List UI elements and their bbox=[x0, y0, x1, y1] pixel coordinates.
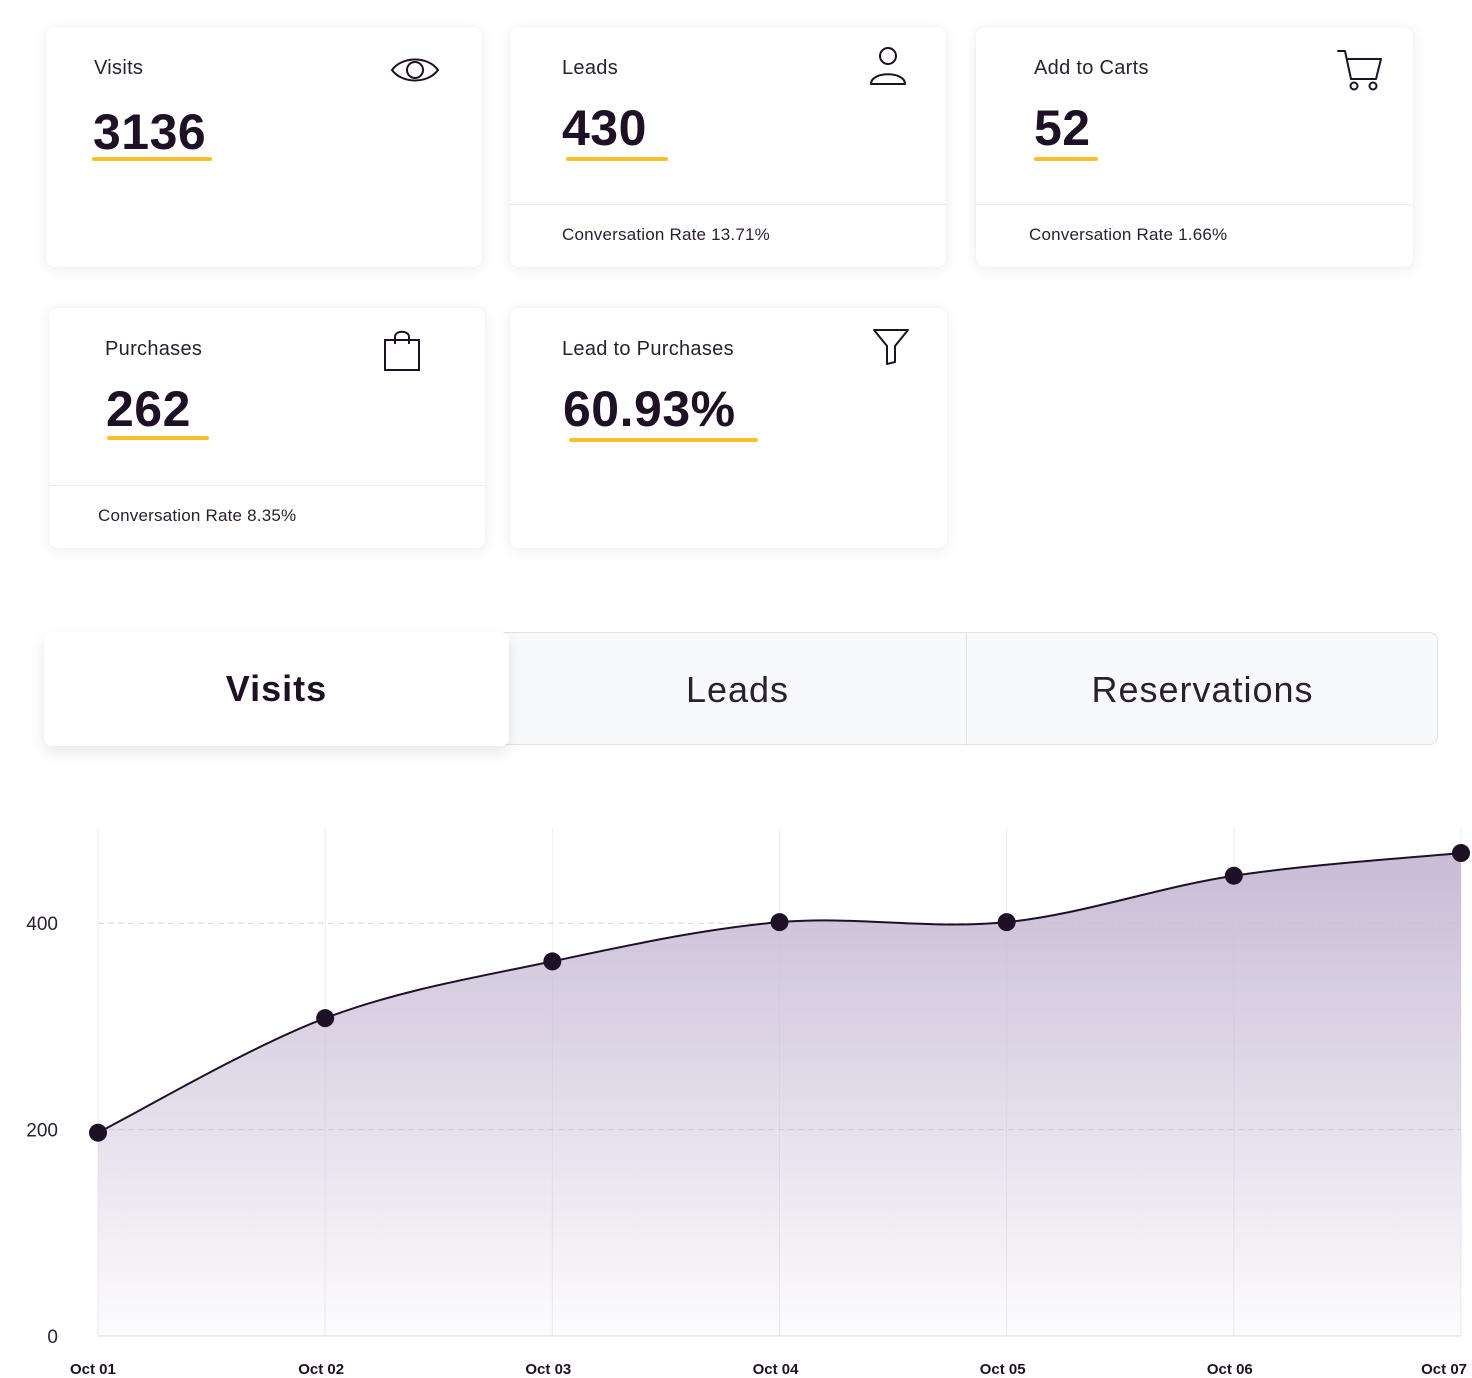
user-icon bbox=[868, 45, 908, 87]
data-point bbox=[1452, 844, 1470, 863]
data-point bbox=[316, 1009, 335, 1028]
tab-visits[interactable]: Visits bbox=[44, 632, 509, 746]
card-add-to-carts: Add to Carts 52 Conversation Rate 1.66% bbox=[976, 27, 1413, 267]
y-tick-label: 400 bbox=[26, 914, 58, 935]
x-tick-label: Oct 05 bbox=[980, 1361, 1026, 1378]
tab-visits-label: Visits bbox=[225, 668, 328, 709]
card-add-to-carts-footer: Conversation Rate 1.66% bbox=[976, 204, 1413, 267]
card-purchases: Purchases 262 Conversation Rate 8.35% bbox=[49, 308, 485, 548]
x-tick-label: Oct 07 bbox=[1421, 1361, 1467, 1378]
tab-leads[interactable]: Leads bbox=[509, 633, 966, 746]
card-leads: Leads 430 Conversation Rate 13.71% bbox=[510, 27, 946, 267]
card-leads-conversion: Conversation Rate 13.71% bbox=[562, 225, 770, 244]
data-point bbox=[89, 1123, 107, 1142]
data-point bbox=[543, 952, 562, 971]
card-lead-to-purchases-label: Lead to Purchases bbox=[562, 338, 734, 360]
x-tick-label: Oct 04 bbox=[753, 1361, 800, 1378]
card-purchases-underline bbox=[107, 436, 209, 440]
card-visits-label: Visits bbox=[94, 57, 144, 79]
x-tick-label: Oct 03 bbox=[525, 1361, 571, 1378]
shopping-bag-icon bbox=[383, 328, 421, 372]
data-point bbox=[997, 913, 1016, 932]
tab-leads-label: Leads bbox=[685, 668, 790, 710]
card-leads-value: 430 bbox=[562, 100, 647, 156]
card-leads-underline bbox=[566, 157, 668, 161]
card-add-to-carts-underline bbox=[1034, 157, 1098, 161]
card-purchases-footer: Conversation Rate 8.35% bbox=[49, 485, 485, 548]
y-tick-label: 0 bbox=[47, 1327, 58, 1348]
card-visits-underline bbox=[92, 157, 212, 161]
card-lead-to-purchases-value: 60.93% bbox=[563, 381, 736, 437]
funnel-icon bbox=[872, 328, 910, 366]
card-lead-to-purchases: Lead to Purchases 60.93% bbox=[510, 308, 947, 548]
metric-tabs: Visits Leads Reservations bbox=[44, 632, 1438, 746]
tab-reservations-label: Reservations bbox=[1091, 668, 1314, 710]
data-points bbox=[89, 844, 1470, 1142]
card-visits-value: 3136 bbox=[93, 104, 207, 160]
card-purchases-value: 262 bbox=[106, 381, 191, 437]
card-visits: Visits 3136 bbox=[46, 27, 482, 267]
eye-icon bbox=[390, 53, 440, 87]
area-fill bbox=[98, 853, 1461, 1336]
data-point bbox=[1224, 866, 1243, 885]
x-tick-label: Oct 06 bbox=[1207, 1361, 1253, 1378]
card-add-to-carts-label: Add to Carts bbox=[1034, 57, 1149, 79]
card-add-to-carts-conversion: Conversation Rate 1.66% bbox=[1029, 225, 1228, 244]
y-tick-labels: 0 200 400 bbox=[26, 914, 58, 1348]
y-tick-label: 200 bbox=[26, 1121, 58, 1142]
tab-reservations[interactable]: Reservations bbox=[967, 633, 1438, 746]
card-leads-footer: Conversation Rate 13.71% bbox=[510, 204, 946, 267]
x-tick-label: Oct 01 bbox=[70, 1361, 116, 1378]
x-tick-labels: Oct 01 Oct 02 Oct 03 Oct 04 Oct 05 Oct 06 Oct … bbox=[70, 1361, 1467, 1378]
card-add-to-carts-value: 52 bbox=[1034, 100, 1091, 156]
cart-icon bbox=[1336, 47, 1384, 93]
card-lead-to-purchases-underline bbox=[569, 438, 758, 442]
x-tick-label: Oct 02 bbox=[298, 1361, 344, 1378]
tab-divider bbox=[966, 633, 967, 746]
card-purchases-conversion: Conversation Rate 8.35% bbox=[98, 506, 297, 525]
card-purchases-label: Purchases bbox=[105, 338, 203, 360]
data-point bbox=[770, 913, 789, 932]
card-leads-label: Leads bbox=[562, 57, 618, 79]
